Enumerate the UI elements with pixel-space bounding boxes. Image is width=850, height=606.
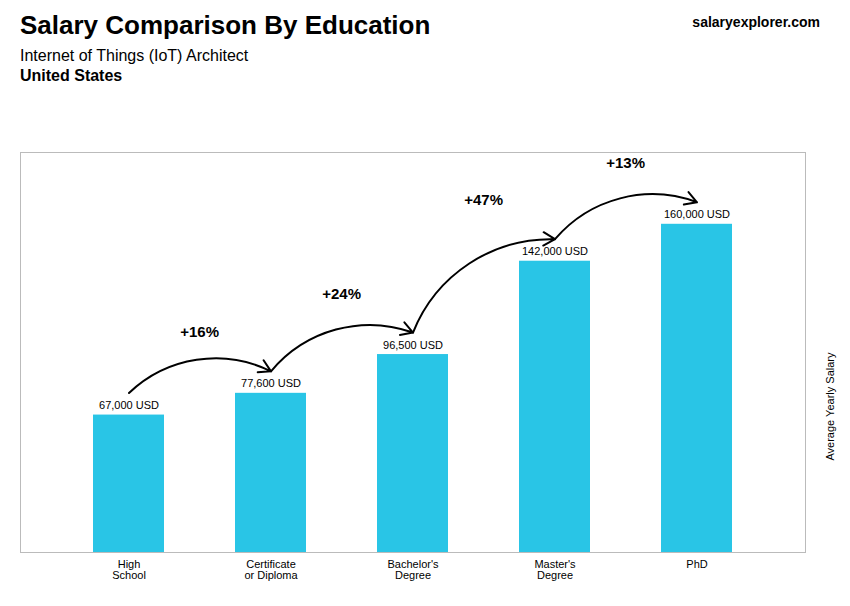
svg-text:PhD: PhD xyxy=(686,558,707,570)
svg-text:+16%: +16% xyxy=(180,323,219,340)
svg-text:160,000 USD: 160,000 USD xyxy=(664,208,730,220)
svg-text:Bachelor'sDegree: Bachelor'sDegree xyxy=(387,558,439,581)
svg-text:Average Yearly Salary: Average Yearly Salary xyxy=(824,352,836,461)
svg-text:Certificateor Diploma: Certificateor Diploma xyxy=(244,558,298,581)
svg-text:Master'sDegree: Master'sDegree xyxy=(534,558,576,581)
html-text:salaryexplorer.com: salaryexplorer.com xyxy=(692,14,820,30)
svg-text:67,000 USD: 67,000 USD xyxy=(99,399,159,411)
svg-text:HighSchool: HighSchool xyxy=(112,558,146,581)
html-text:Salary Comparison By Education: Salary Comparison By Education xyxy=(20,10,431,40)
html-text:Internet of Things (IoT) Archi: Internet of Things (IoT) Architect xyxy=(20,47,249,64)
svg-text:77,600 USD: 77,600 USD xyxy=(241,377,301,389)
svg-text:96,500 USD: 96,500 USD xyxy=(383,339,443,351)
svg-text:+47%: +47% xyxy=(464,191,503,208)
svg-text:+24%: +24% xyxy=(322,285,361,302)
svg-text:142,000 USD: 142,000 USD xyxy=(522,245,588,257)
svg-text:+13%: +13% xyxy=(606,154,645,171)
html-text:United States: United States xyxy=(20,67,123,84)
